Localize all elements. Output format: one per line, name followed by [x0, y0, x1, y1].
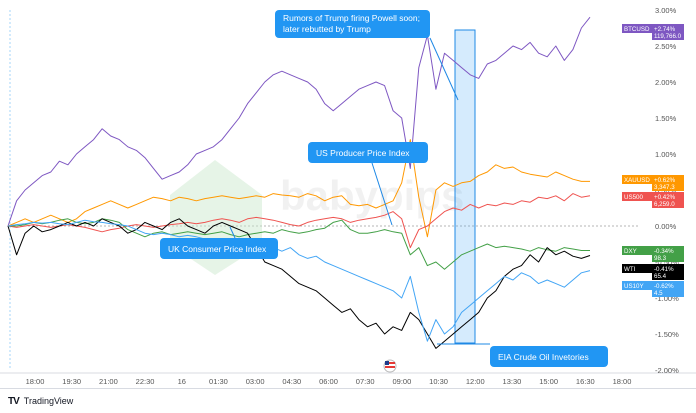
x-tick-label: 10:30	[429, 377, 448, 386]
series-label-name-box	[622, 24, 652, 33]
series-label-price: 6,259.0	[654, 201, 675, 208]
series-label-name: US500	[624, 194, 643, 201]
x-tick-label: 03:00	[246, 377, 265, 386]
x-tick-label: 04:30	[282, 377, 301, 386]
series-label-change: -0.41%	[654, 266, 674, 273]
series-lines	[7, 16, 591, 349]
series-label-price: 3,347.3	[654, 184, 675, 191]
annotations: Rumors of Trump firing Powell soon; late…	[160, 10, 608, 373]
chart-svg: babypips 3.00%2.50%2.00%1.50%1.00%0.50%0…	[0, 6, 696, 386]
y-tick-label: -0.50%	[655, 258, 679, 267]
y-tick-label: -2.00%	[655, 366, 679, 375]
eia-callout	[490, 346, 608, 367]
series-label-name-box	[622, 175, 652, 184]
powell-pointer	[429, 37, 459, 101]
x-tick-label: 15:00	[539, 377, 558, 386]
series-label-name-box	[622, 264, 652, 273]
series-label-change: +2.74%	[654, 26, 676, 33]
series-label-change: +0.42%	[654, 194, 676, 201]
series-label-change: +0.62%	[654, 177, 676, 184]
x-tick-label: 13:30	[503, 377, 522, 386]
series-label-price: 98.3	[654, 255, 667, 262]
tradingview-logo-icon: TV	[8, 395, 20, 407]
series-label-value-box	[652, 175, 684, 191]
axes: 3.00%2.50%2.00%1.50%1.00%0.50%0.00%-0.50…	[26, 6, 679, 386]
series-line-dxy	[8, 218, 590, 270]
x-tick-label: 12:00	[466, 377, 485, 386]
series-label-name-box	[622, 246, 652, 255]
footer: TV TradingView	[0, 388, 696, 413]
powell-callout-line2: later rebutted by Trump	[283, 24, 371, 34]
series-label-price: 65.4	[654, 273, 667, 280]
cpi-callout	[160, 238, 278, 259]
series-label-wti: WTI -0.41%65.4	[622, 264, 684, 280]
ppi-pointer	[371, 162, 393, 226]
series-label-change: -0.34%	[654, 248, 674, 255]
powell-callout-line1: Rumors of Trump firing Powell soon;	[283, 13, 420, 23]
series-line-btcusd	[7, 16, 591, 227]
series-label-name-box	[622, 281, 652, 290]
series-line-wti	[7, 218, 591, 349]
eia-callout-label: EIA Crude Oil Invetories	[498, 352, 589, 362]
series-label-name: DXY	[624, 248, 637, 255]
us-flag-icon[interactable]	[383, 359, 397, 373]
series-label-us10y: US10Y -0.62%4.5	[622, 281, 684, 297]
series-label-name: BTCUSD	[624, 26, 650, 33]
powell-callout	[275, 10, 430, 38]
cpi-callout-label: UK Consumer Price Index	[168, 244, 267, 254]
grid	[0, 10, 696, 374]
series-label-name-box	[622, 192, 652, 201]
series-label-value-box	[652, 192, 684, 208]
x-tick-label: 07:30	[356, 377, 375, 386]
ppi-callout-label: US Producer Price Index	[316, 148, 410, 158]
x-tick-label: 18:00	[26, 377, 45, 386]
y-tick-label: 2.50%	[655, 42, 677, 51]
watermark-text: babypips	[280, 172, 464, 219]
x-tick-label: 18:00	[613, 377, 632, 386]
y-tick-label: 2.00%	[655, 78, 677, 87]
tradingview-brand-text: TradingView	[23, 396, 74, 406]
series-line-us10y	[7, 219, 591, 342]
highlight-region	[454, 29, 476, 344]
series-line-us500	[7, 193, 591, 249]
y-tick-label: 3.00%	[655, 6, 677, 15]
cpi-pointer	[229, 226, 236, 239]
y-tick-label: -1.00%	[655, 294, 679, 303]
tradingview-logo[interactable]: TV TradingView	[8, 396, 73, 407]
x-tick-label: 09:00	[392, 377, 411, 386]
series-label-value-box	[652, 24, 684, 40]
series-label-value-box	[652, 281, 684, 297]
series-label-value-box	[652, 246, 684, 262]
series-label-dxy: DXY -0.34%98.3	[622, 246, 684, 262]
series-label-xauusd: XAUUSD +0.62%3,347.3	[622, 175, 684, 191]
series-label-name: US10Y	[624, 283, 644, 290]
series-label-name: XAUUSD	[624, 177, 650, 184]
series-label-price: 4.5	[654, 290, 663, 297]
y-tick-label: 1.00%	[655, 150, 677, 159]
series-labels: BTCUSD +2.74%119,766.0 XAUUSD +0.62%3,347.3…	[622, 24, 684, 297]
x-tick-label: 16	[178, 377, 186, 386]
y-tick-label: 1.50%	[655, 114, 677, 123]
y-tick-label: -1.50%	[655, 330, 679, 339]
x-tick-label: 06:00	[319, 377, 338, 386]
series-label-change: -0.62%	[654, 283, 674, 290]
x-tick-label: 19:30	[62, 377, 81, 386]
x-tick-label: 01:30	[209, 377, 228, 386]
series-line-xauusd	[7, 139, 590, 238]
series-label-price: 119,766.0	[654, 33, 682, 40]
series-label-value-box	[652, 264, 684, 280]
series-label-name: WTI	[624, 266, 636, 273]
x-tick-label: 22:30	[136, 377, 155, 386]
x-tick-label: 21:00	[99, 377, 118, 386]
series-label-us500: US500 +0.42%6,259.0	[622, 192, 684, 208]
ppi-callout	[308, 142, 428, 163]
series-label-btcusd: BTCUSD +2.74%119,766.0	[622, 24, 684, 40]
y-tick-label: 0.00%	[655, 222, 677, 231]
x-tick-label: 16:30	[576, 377, 595, 386]
